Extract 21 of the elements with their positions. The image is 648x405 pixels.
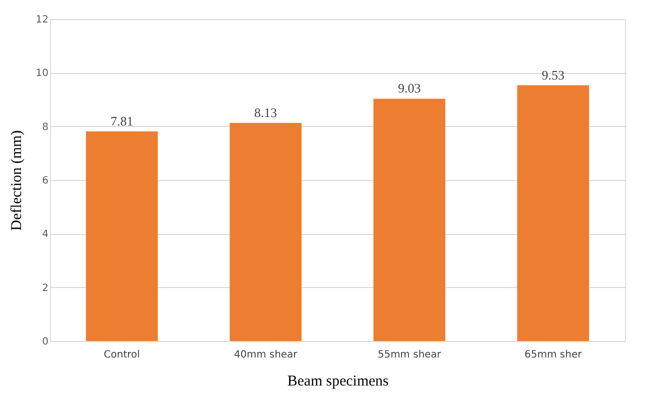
x-tick-label: 40mm shear bbox=[234, 350, 298, 360]
bar bbox=[230, 122, 302, 341]
x-tick-label: 65mm sher bbox=[524, 350, 583, 360]
bar bbox=[373, 98, 446, 341]
y-tick-label: 4 bbox=[42, 229, 48, 240]
x-axis-title: Beam specimens bbox=[287, 374, 389, 390]
y-axis-title: Deflection (mm) bbox=[8, 130, 25, 231]
y-tick-label: 6 bbox=[42, 176, 48, 186]
data-label: 9.03 bbox=[398, 80, 421, 96]
x-tick-label: 55mm shear bbox=[378, 350, 442, 360]
data-label: 9.53 bbox=[542, 67, 564, 82]
bar bbox=[517, 85, 590, 341]
y-tick-label: 12 bbox=[36, 14, 48, 26]
y-tick-label: 10 bbox=[36, 68, 48, 80]
y-tick-label: 8 bbox=[42, 122, 48, 133]
bar bbox=[86, 131, 158, 341]
x-tick-label: Control bbox=[104, 350, 140, 360]
data-label: 7.81 bbox=[110, 113, 134, 128]
y-tick-label: 2 bbox=[42, 282, 48, 294]
data-label: 8.13 bbox=[254, 104, 277, 120]
y-tick-label: 0 bbox=[42, 336, 48, 348]
